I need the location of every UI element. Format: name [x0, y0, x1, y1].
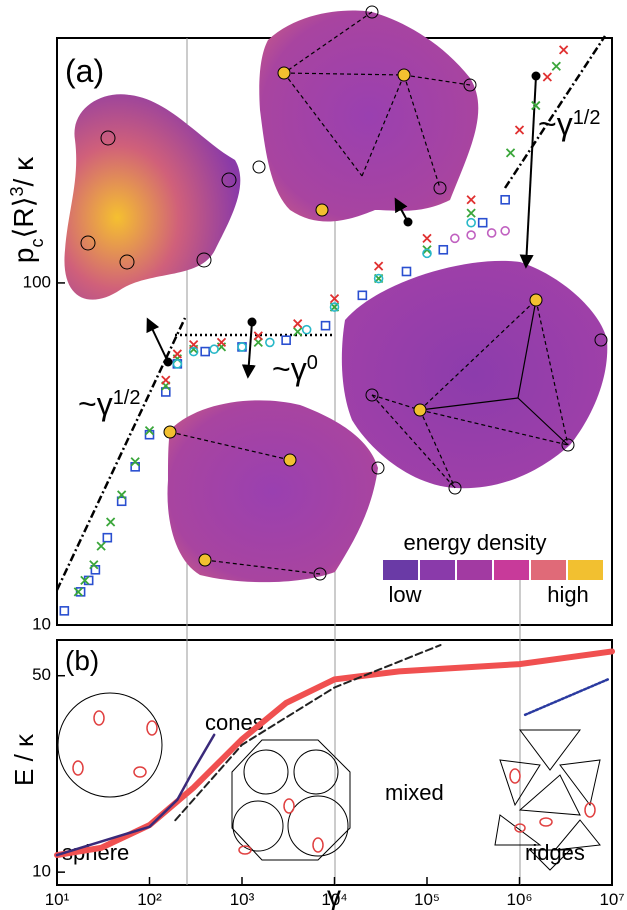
y-tick-label: 10 [32, 862, 51, 881]
figure: (a) (b) pc⟨R⟩3/ κ E / κ γ ~γ1/2 ~γ0 ~γ1/… [0, 0, 627, 910]
colorbar-title: energy density [403, 530, 546, 555]
x-tick-label: 10³ [230, 890, 255, 909]
point [90, 561, 98, 569]
point [294, 328, 302, 336]
point [162, 376, 170, 384]
point [375, 262, 383, 270]
annotation: ~γ1/2 [78, 386, 141, 422]
point [552, 62, 560, 70]
point [173, 350, 181, 358]
colorbar-swatch [568, 560, 603, 580]
shape-left [64, 94, 240, 299]
point [467, 196, 475, 204]
panel-label: (b) [65, 645, 99, 676]
point [507, 149, 515, 157]
point [210, 345, 218, 353]
point [322, 322, 330, 330]
colorbar-swatch [494, 560, 529, 580]
point [303, 326, 311, 334]
inset-cones [232, 740, 350, 860]
colorbar-swatch [383, 560, 418, 580]
x-tick-label: 10⁶ [507, 890, 533, 909]
x-tick-label: 10⁴ [321, 890, 347, 909]
y-tick-label: 100 [23, 272, 51, 291]
point [294, 320, 302, 328]
point [543, 73, 551, 81]
point [358, 291, 366, 299]
point [282, 336, 290, 344]
inset-sphere [58, 693, 162, 797]
point [479, 219, 487, 227]
point [266, 338, 274, 346]
point [439, 246, 447, 254]
colorbar-low: low [388, 582, 421, 607]
region-label: mixed [385, 780, 444, 805]
point [488, 229, 496, 237]
point [173, 360, 181, 368]
y-tick-label: 10 [32, 614, 51, 633]
point [238, 343, 246, 351]
point [74, 588, 82, 596]
colorbar-swatch [457, 560, 492, 580]
point [60, 607, 68, 615]
curve [525, 679, 608, 714]
shape-right [342, 261, 607, 494]
colorbar-high: high [547, 582, 589, 607]
x-tick-label: 10⁵ [414, 890, 440, 909]
point [467, 219, 475, 227]
point [501, 227, 509, 235]
point [131, 458, 139, 466]
curve [57, 735, 214, 855]
region-label: ridges [525, 840, 585, 865]
point [467, 209, 475, 217]
point [97, 542, 105, 550]
point [201, 348, 209, 356]
x-tick-label: 10⁷ [599, 890, 624, 909]
point [560, 46, 568, 54]
shape-bottom [164, 400, 384, 582]
point [103, 534, 111, 542]
colorbar-swatch [531, 560, 566, 580]
point [423, 234, 431, 242]
panel-label: (a) [65, 53, 104, 89]
point [501, 196, 509, 204]
annotation: ~γ0 [272, 351, 318, 387]
colorbar-swatch [420, 560, 455, 580]
y-axis-label: pc⟨R⟩3/ κ [7, 156, 47, 263]
point [516, 126, 524, 134]
x-tick-label: 10² [137, 890, 162, 909]
point [467, 231, 475, 239]
point [402, 267, 410, 275]
x-tick-label: 10¹ [45, 890, 70, 909]
y-tick-label: 50 [32, 665, 51, 684]
point [107, 518, 115, 526]
point [451, 234, 459, 242]
point [217, 338, 225, 346]
annotation: ~γ1/2 [538, 106, 601, 142]
y-axis-label: E / κ [9, 733, 39, 786]
